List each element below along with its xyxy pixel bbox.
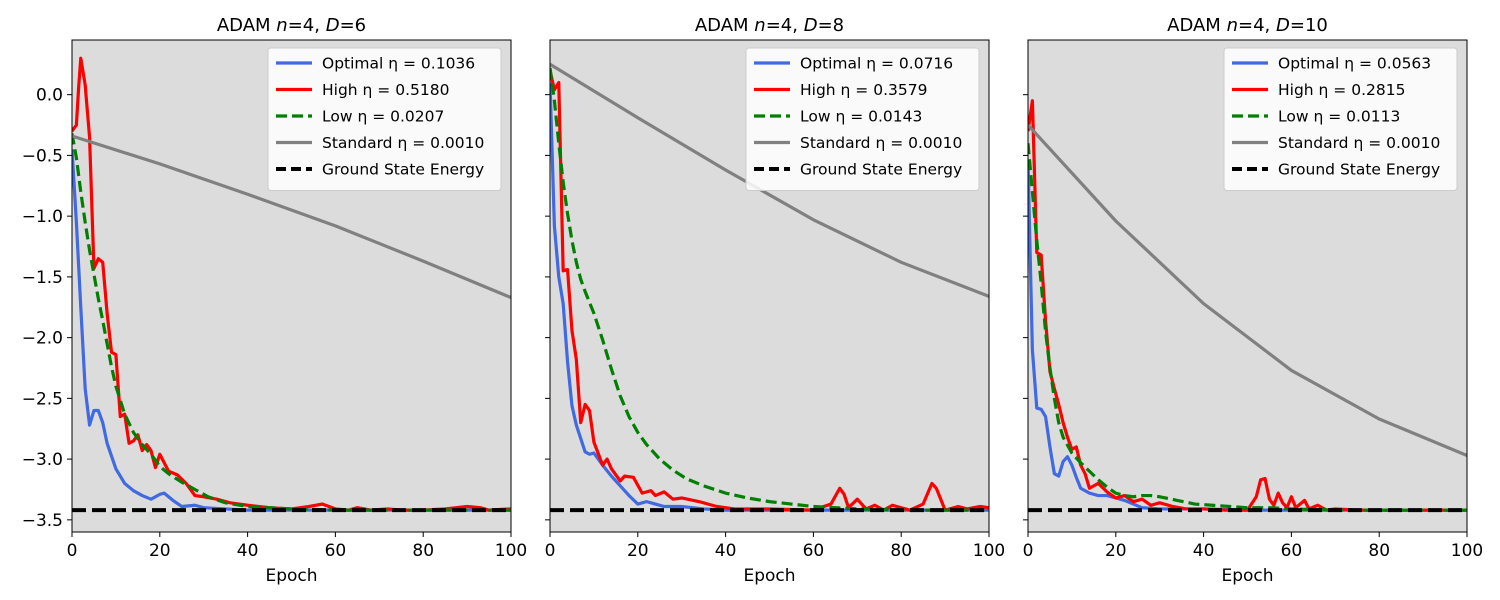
x-tick-label: 60 (325, 541, 347, 561)
y-tick-label: −2.0 (22, 329, 63, 349)
legend-entry: Ground State Energy (800, 161, 962, 179)
x-tick-label: 60 (1281, 541, 1303, 561)
legend-entry: Low η = 0.0143 (800, 108, 922, 126)
series-line-1 (1028, 161, 1467, 512)
series-line-3 (1028, 143, 1467, 512)
legend-box (745, 47, 980, 191)
plot-frame (71, 39, 512, 533)
x-tick-label: 40 (237, 541, 259, 561)
series-line-2 (550, 70, 989, 512)
legend-entry: Ground State Energy (1278, 161, 1440, 179)
x-tick-label: 100 (1451, 541, 1483, 561)
series-line-1 (72, 149, 511, 512)
legend-entry: Ground State Energy (322, 161, 484, 179)
chart-title: ADAM n=4, D=6 (217, 15, 366, 36)
series-line-4 (1028, 123, 1467, 457)
legend-box (267, 47, 502, 191)
x-axis-label: Epoch (265, 566, 317, 586)
series-line-3 (72, 133, 511, 512)
series-line-2 (1028, 99, 1467, 512)
x-tick-label: 40 (1193, 541, 1215, 561)
legend: Optimal η = 0.0563 High η = 0.2815 Low η =… (1223, 47, 1458, 191)
x-tick-label: 0 (67, 541, 78, 561)
x-tick-label: 80 (412, 541, 434, 561)
legend: Optimal η = 0.0716 High η = 0.3579 Low η =… (745, 47, 980, 191)
x-tick-label: 100 (495, 541, 527, 561)
x-tick-label: 0 (1023, 541, 1034, 561)
legend-entry: Optimal η = 0.0716 (800, 55, 953, 73)
y-tick-label: −2.5 (22, 389, 63, 409)
legend-entry: Standard η = 0.0010 (322, 134, 484, 152)
legend-entry: Optimal η = 0.0563 (1278, 55, 1431, 73)
x-tick-label: 0 (545, 541, 556, 561)
series-group (1028, 99, 1467, 513)
legend-box (1223, 47, 1458, 191)
legend-entry: Low η = 0.0113 (1278, 108, 1400, 126)
y-tick-label: 0.0 (36, 86, 63, 106)
y-tick-label: −3.0 (22, 450, 63, 470)
legend-entry: High η = 0.3579 (800, 81, 927, 99)
series-line-3 (550, 67, 989, 512)
y-tick-label: −1.5 (22, 268, 63, 288)
x-axis-label: Epoch (743, 566, 795, 586)
legend-entry: Standard η = 0.0010 (800, 134, 962, 152)
x-tick-label: 20 (149, 541, 171, 561)
x-tick-label: 100 (973, 541, 1005, 561)
legend-entry: High η = 0.5180 (322, 81, 449, 99)
series-group (72, 56, 511, 513)
chart-panel-2: 0 20 40 60 80 100 Epoch ADAM n=4, D=8 Optimal η … (545, 15, 1006, 586)
legend-entry: Optimal η = 0.1036 (322, 55, 475, 73)
series-line-4 (550, 62, 989, 298)
plot-frame (1027, 39, 1468, 533)
plot-frame (549, 39, 990, 533)
y-tick-label: −0.5 (22, 146, 63, 166)
chart-panel-1: 0 20 40 60 80 100 0.0 −0.5 −1.0 −1.5 −2.0 −2.5 −3.0 −… (22, 15, 528, 586)
x-tick-label: 80 (890, 541, 912, 561)
chart-title: ADAM n=4, D=8 (695, 15, 844, 36)
chart-title: ADAM n=4, D=10 (1167, 15, 1328, 36)
series-group (550, 62, 989, 513)
x-tick-label: 80 (1368, 541, 1390, 561)
y-tick-label: −3.5 (22, 511, 63, 531)
legend-entry: High η = 0.2815 (1278, 81, 1405, 99)
chart-panel-3: 0 20 40 60 80 100 Epoch ADAM n=4, D=10 Optimal η… (1023, 15, 1484, 586)
x-tick-label: 20 (1105, 541, 1127, 561)
x-tick-label: 60 (803, 541, 825, 561)
legend-entry: Low η = 0.0207 (322, 108, 444, 126)
series-line-4 (72, 134, 511, 300)
legend-entry: Standard η = 0.0010 (1278, 134, 1440, 152)
y-tick-label: −1.0 (22, 207, 63, 227)
x-axis-label: Epoch (1221, 566, 1273, 586)
legend: Optimal η = 0.1036 High η = 0.5180 Low η =… (267, 47, 502, 191)
x-tick-label: 20 (627, 541, 649, 561)
x-tick-label: 40 (715, 541, 737, 561)
